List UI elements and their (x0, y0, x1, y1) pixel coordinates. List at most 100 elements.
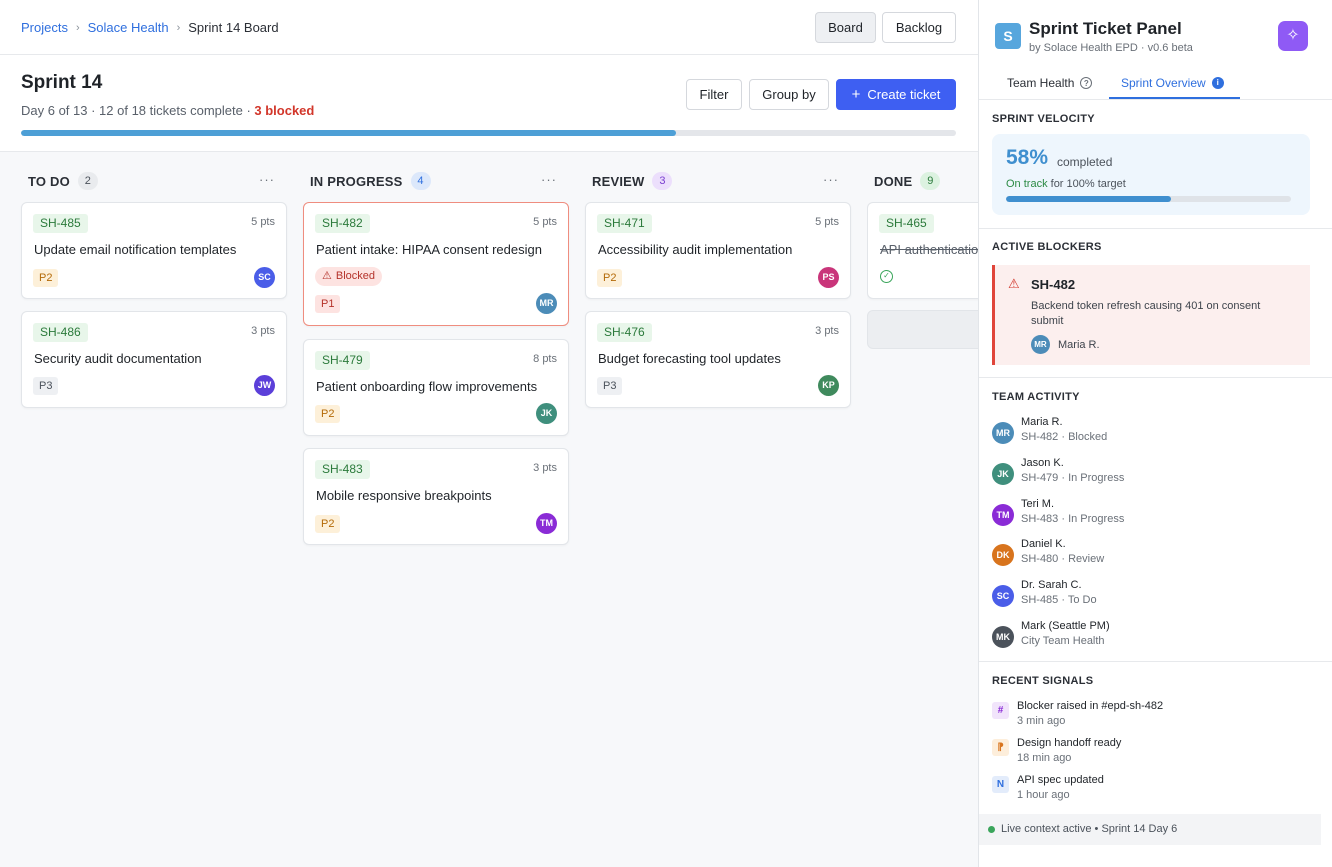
activity-name: Mark (Seattle PM) (1021, 620, 1110, 632)
signal-text: Design handoff ready (1017, 737, 1122, 749)
activity-name: Daniel K. (1021, 538, 1066, 550)
ticket-title: Patient intake: HIPAA consent redesign (316, 242, 542, 257)
sprint-blocked-count: 3 blocked (254, 103, 315, 118)
activity-status: SH-483 · In Progress (1021, 513, 1125, 525)
sprint-progress-fill (21, 130, 676, 136)
create-ticket-button[interactable]: + Create ticket (836, 79, 956, 110)
avatar[interactable]: PS (818, 267, 839, 288)
backlog-view-button[interactable]: Backlog (882, 12, 956, 43)
activity-item[interactable]: SC Dr. Sarah C. SH-485 · To Do (992, 579, 1312, 615)
avatar: JK (992, 463, 1014, 485)
avatar[interactable]: TM (536, 513, 557, 534)
priority-badge: P2 (315, 515, 341, 533)
signal-item[interactable]: # Blocker raised in #epd-sh-482 3 min ag… (992, 700, 1312, 734)
ticket-card[interactable]: SH-465 API authenticatio ✓ (867, 202, 978, 299)
velocity-bar (1006, 196, 1291, 202)
ticket-card[interactable]: SH-479 8 pts Patient onboarding flow imp… (303, 339, 569, 436)
sprint-title: Sprint 14 (21, 72, 103, 93)
ticket-card[interactable]: SH-486 3 pts Security audit documentatio… (21, 311, 287, 408)
signal-time: 18 min ago (1017, 752, 1072, 764)
sparkle-icon[interactable]: ✧ (1278, 21, 1308, 51)
activity-item[interactable]: TM Teri M. SH-483 · In Progress (992, 498, 1312, 534)
priority-badge: P2 (597, 269, 623, 287)
ticket-title: Accessibility audit implementation (598, 242, 793, 257)
ticket-card[interactable]: SH-483 3 pts Mobile responsive breakpoin… (303, 448, 569, 545)
column-count: 4 (410, 172, 431, 190)
tab-team-health[interactable]: Team Health ? (1007, 76, 1093, 90)
help-icon: ? (1080, 77, 1093, 89)
more-tickets-button[interactable]: +8 (867, 310, 978, 349)
breadcrumb-projects[interactable]: Projects (21, 20, 68, 35)
priority-badge: P3 (597, 377, 623, 395)
breadcrumb-separator: › (75, 21, 80, 34)
column-menu-icon[interactable]: ··· (541, 172, 557, 187)
app-logo: S (995, 23, 1021, 49)
ticket-card[interactable]: SH-476 3 pts Budget forecasting tool upd… (585, 311, 851, 408)
group-by-button[interactable]: Group by (749, 79, 829, 110)
avatar[interactable]: JW (254, 375, 275, 396)
signal-item[interactable]: N API spec updated 1 hour ago (992, 774, 1312, 808)
activity-item[interactable]: MR Maria R. SH-482 · Blocked (992, 416, 1312, 452)
ticket-points: 3 pts (533, 462, 557, 474)
info-icon: i (1211, 77, 1224, 89)
ticket-card[interactable]: SH-471 5 pts Accessibility audit impleme… (585, 202, 851, 299)
ticket-title: Budget forecasting tool updates (598, 351, 781, 366)
ticket-id: SH-482 (315, 214, 370, 233)
avatar[interactable]: JK (536, 403, 557, 424)
activity-status: City Team Health (1021, 635, 1105, 647)
blocked-label: Blocked (335, 270, 376, 282)
board-view-button[interactable]: Board (815, 12, 876, 43)
ticket-card[interactable]: SH-485 5 pts Update email notification t… (21, 202, 287, 299)
avatar[interactable]: SC (254, 267, 275, 288)
avatar: MK (992, 626, 1014, 648)
activity-item[interactable]: MK Mark (Seattle PM) City Team Health (992, 620, 1312, 656)
breadcrumb: Projects › Solace Health › Sprint 14 Boa… (21, 20, 279, 35)
column-menu-icon[interactable]: ··· (259, 172, 275, 187)
breadcrumb-org[interactable]: Solace Health (87, 20, 169, 35)
signal-item[interactable]: ⁋ Design handoff ready 18 min ago (992, 737, 1312, 771)
ticket-card-blocked[interactable]: SH-482 5 pts Patient intake: HIPAA conse… (303, 202, 569, 326)
breadcrumb-separator: › (176, 21, 181, 34)
ticket-points: 5 pts (251, 216, 275, 228)
priority-badge: P2 (315, 405, 341, 423)
ticket-title: API authenticatio (880, 242, 978, 257)
sprint-progress-bar (21, 130, 956, 136)
signal-time: 1 hour ago (1017, 789, 1070, 801)
check-circle-icon: ✓ (880, 270, 893, 283)
ticket-id: SH-476 (597, 323, 652, 342)
column-title: DONE (874, 173, 913, 189)
blocker-card[interactable]: ⚠ SH-482 Backend token refresh causing 4… (992, 265, 1310, 365)
tab-label: Team Health (1007, 76, 1075, 90)
activity-status: SH-482 · Blocked (1021, 431, 1108, 443)
filter-button[interactable]: Filter (686, 79, 742, 110)
sprint-header: Sprint 14 Day 6 of 13 · 12 of 18 tickets… (0, 55, 978, 152)
tab-sprint-overview[interactable]: Sprint Overview i (1121, 76, 1224, 90)
column-count: 9 (920, 172, 941, 190)
activity-item[interactable]: JK Jason K. SH-479 · In Progress (992, 457, 1312, 493)
avatar: TM (992, 504, 1014, 526)
ticket-points: 5 pts (815, 216, 839, 228)
ticket-id: SH-471 (597, 214, 652, 233)
avatar: DK (992, 544, 1014, 566)
priority-badge: P2 (33, 269, 59, 287)
activity-item[interactable]: DK Daniel K. SH-480 · Review (992, 538, 1312, 574)
avatar[interactable]: KP (818, 375, 839, 396)
panel-title: Sprint Ticket Panel (1029, 19, 1182, 38)
priority-badge: P3 (33, 377, 59, 395)
section-heading: RECENT SIGNALS (992, 675, 1094, 687)
divider (979, 228, 1332, 229)
activity-name: Dr. Sarah C. (1021, 579, 1082, 591)
avatar[interactable]: MR (536, 293, 557, 314)
section-heading: TEAM ACTIVITY (992, 391, 1080, 403)
column-menu-icon[interactable]: ··· (823, 172, 839, 187)
column-done: DONE 9 SH-465 API authenticatio ✓ +8 (867, 153, 978, 373)
activity-status: SH-479 · In Progress (1021, 472, 1125, 484)
sprint-summary: Day 6 of 13 · 12 of 18 tickets complete … (21, 103, 314, 118)
ticket-points: 3 pts (251, 325, 275, 337)
ticket-title: Patient onboarding flow improvements (316, 379, 538, 394)
avatar: MR (1031, 335, 1050, 354)
warning-icon: ⚠ (322, 270, 332, 282)
blocked-badge: ⚠ Blocked (315, 267, 383, 286)
section-heading: ACTIVE BLOCKERS (992, 241, 1102, 253)
priority-badge: P1 (315, 295, 341, 313)
